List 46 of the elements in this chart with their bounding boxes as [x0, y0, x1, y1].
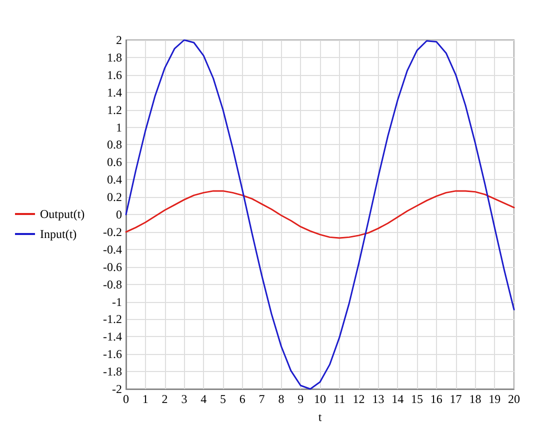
- y-tick-label: -0.4: [103, 242, 122, 256]
- line-series: [125, 190, 515, 239]
- x-tick-label: 2: [162, 392, 168, 406]
- y-tick-label: 1.2: [107, 102, 122, 117]
- y-tick-label: 0: [116, 208, 122, 222]
- y-tick-label: -0.6: [103, 260, 122, 274]
- x-tick-label: 19: [488, 392, 501, 406]
- x-tick-label: 3: [181, 392, 188, 406]
- x-tick-label: 16: [430, 392, 442, 406]
- y-tick-label: -1.2: [103, 312, 122, 326]
- x-axis-title: t: [318, 410, 322, 424]
- x-tick-label: 6: [239, 392, 246, 406]
- y-tick-label: -0.2: [103, 224, 122, 239]
- x-tick-label: 14: [392, 392, 404, 406]
- x-tick-label: 20: [508, 392, 520, 406]
- x-tick-label: 4: [200, 392, 207, 406]
- y-tick-label: 0.2: [107, 190, 122, 204]
- y-tick-label: -0.8: [103, 277, 122, 292]
- y-tick-label: 0.6: [107, 155, 122, 170]
- y-tick-label: -1.8: [103, 364, 122, 379]
- x-tick-label: 13: [372, 392, 384, 406]
- y-tick-label: 0.4: [107, 172, 122, 187]
- x-tick-label: 7: [258, 392, 265, 406]
- line-series: [125, 39, 515, 390]
- x-tick-label: 8: [278, 392, 284, 406]
- x-tick-label: 11: [334, 392, 346, 406]
- y-tick-label: -2: [112, 382, 122, 396]
- x-tick-label: 15: [411, 392, 423, 406]
- x-tick-label: 17: [450, 392, 462, 406]
- legend-label: Output(t): [40, 207, 85, 221]
- y-tick-label: -1: [112, 294, 122, 309]
- y-tick-label: 1: [116, 120, 122, 134]
- x-tick-label: 18: [469, 392, 482, 406]
- x-tick-label: 9: [298, 392, 304, 406]
- x-tick-label: 12: [352, 392, 365, 406]
- x-tick-label: 1: [142, 392, 148, 406]
- x-tick-label: 5: [220, 392, 226, 406]
- y-tick-label: -1.4: [103, 330, 122, 344]
- y-tick-label: 2: [116, 33, 122, 47]
- y-tick-label: 1.4: [107, 85, 122, 100]
- legend-label: Input(t): [40, 227, 77, 241]
- y-tick-label: -1.6: [103, 347, 122, 362]
- y-tick-label: 1.6: [107, 68, 122, 82]
- x-tick-label: 10: [314, 392, 326, 406]
- y-tick-label: 1.8: [107, 50, 122, 64]
- y-tick-label: 0.8: [107, 138, 122, 152]
